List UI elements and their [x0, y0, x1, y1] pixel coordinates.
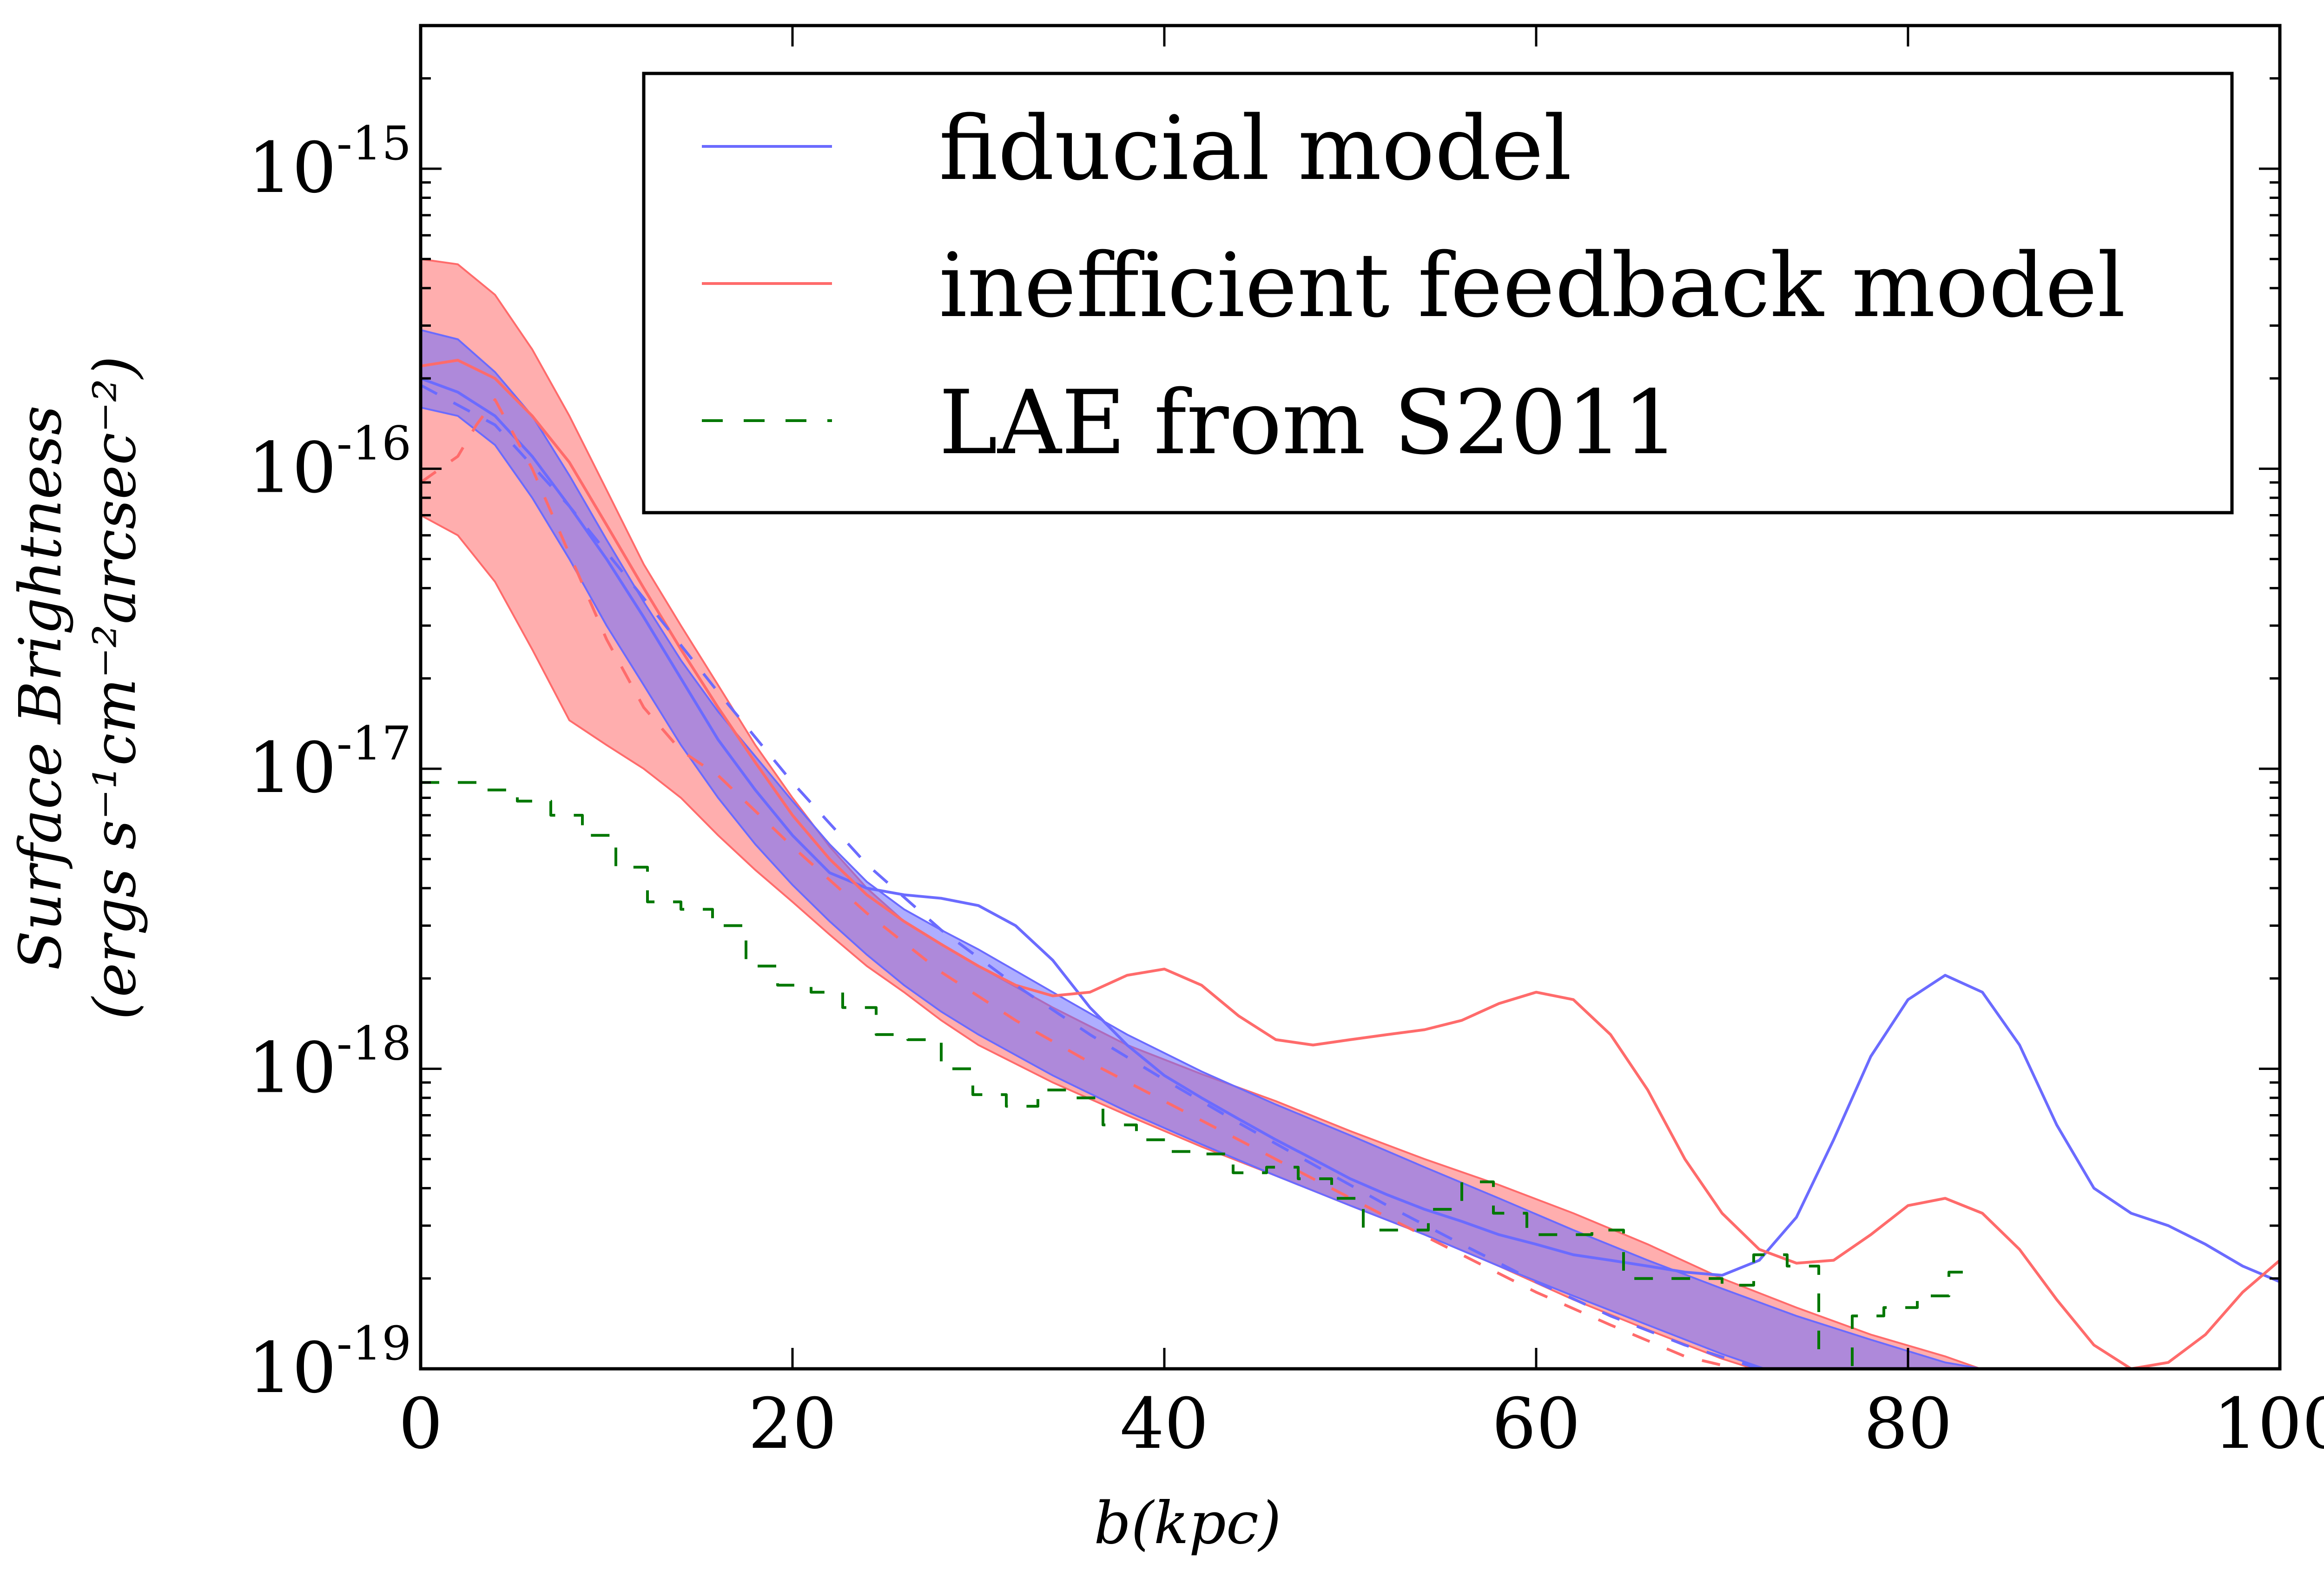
x-axis-label: b(kpc): [1094, 1490, 1281, 1557]
x-tick-label: 0: [398, 1384, 442, 1465]
x-tick-label: 40: [1120, 1384, 1209, 1465]
inefficient-dashed-line: [421, 398, 1743, 1369]
y-tick-label: 10-15: [248, 116, 411, 209]
x-tick-label: 60: [1492, 1384, 1581, 1465]
bands-layer: [421, 258, 1984, 1369]
legend-label-fiducial: fiducial model: [939, 97, 1572, 200]
fiducial-dashed-line: [421, 383, 1766, 1369]
x-tick-label: 20: [748, 1384, 837, 1465]
y-tick-label: 10-17: [248, 716, 411, 809]
x-tick-label: 80: [1864, 1384, 1953, 1465]
legend-label-inefficient: inefficient feedback model: [939, 234, 2126, 337]
y-axis-label-line2: (ergs s⁻¹cm⁻²arcsec⁻²): [81, 356, 149, 1020]
y-tick-label: 10-19: [248, 1316, 411, 1409]
y-axis-label: Surface Brightness (ergs s⁻¹cm⁻²arcsec⁻²…: [7, 356, 149, 1020]
y-tick-label: 10-18: [248, 1016, 411, 1109]
legend: fiducial model inefficient feedback mode…: [642, 72, 2234, 515]
fiducial-line: [421, 377, 2280, 1283]
plot-frame: [419, 24, 2282, 1371]
band-fiducial: [421, 329, 1983, 1369]
y-axis-label-line1: Surface Brightness: [7, 405, 74, 970]
legend-label-lae: LAE from S2011: [939, 371, 1679, 474]
x-tick-label: 100: [2213, 1384, 2324, 1465]
ticks-layer: [419, 24, 2281, 1370]
inefficient-line: [421, 359, 2280, 1369]
lines-layer: [421, 359, 2280, 1369]
y-tick-label: 10-16: [248, 416, 411, 508]
legend-box: [642, 72, 2234, 515]
tick-labels: 0 20 40 60 80 100 10-19 10-18 10-17 10-16 10-15: [248, 116, 2324, 1465]
lae-step-line: [421, 781, 1981, 1369]
